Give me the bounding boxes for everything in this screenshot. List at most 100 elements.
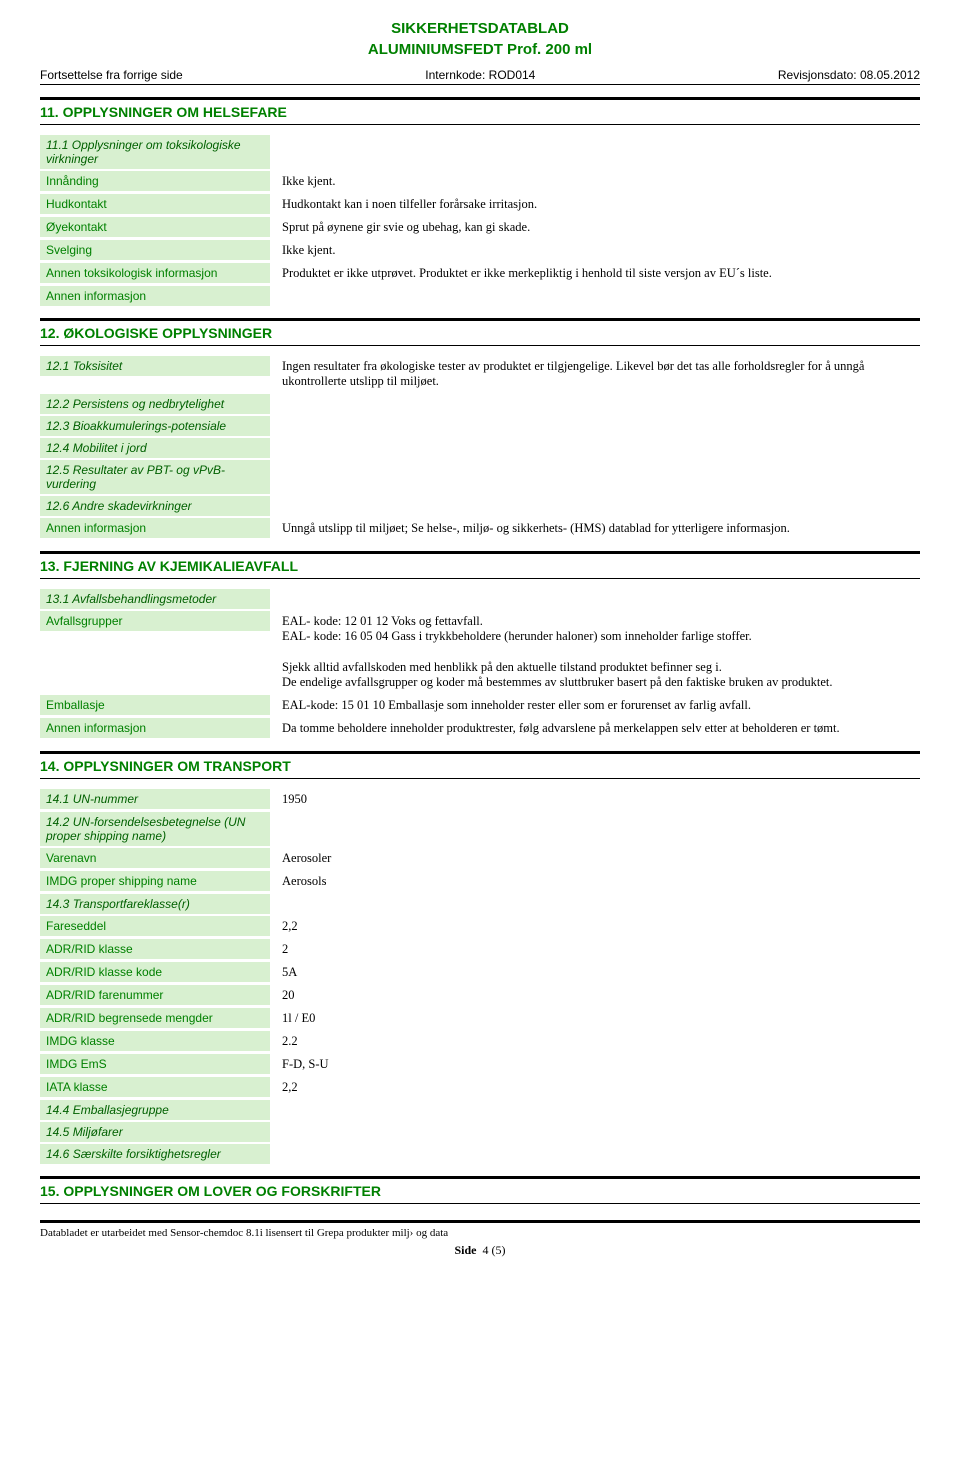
section-14-label: ADR/RID klasse [40, 939, 270, 959]
section-14-row: 14.3 Transportfareklasse(r) [40, 894, 920, 914]
section-11-row: InnåndingIkke kjent. [40, 171, 920, 192]
section-13-rows1: 13.1 AvfallsbehandlingsmetoderAvfallsgru… [40, 589, 920, 647]
section-11-row: ØyekontaktSprut på øynene gir svie og ub… [40, 217, 920, 238]
section-14-value: F-D, S-U [270, 1054, 920, 1075]
section-12-label: 12.4 Mobilitet i jord [40, 438, 270, 458]
section-12-row: 12.3 Bioakkumulerings-potensiale [40, 416, 920, 436]
section-14-row: ADR/RID begrensede mengder1l / E0 [40, 1008, 920, 1029]
section-14-value: 2,2 [270, 1077, 920, 1098]
section-14-row: 14.6 Særskilte forsiktighetsregler [40, 1144, 920, 1164]
section-14-row: ADR/RID farenummer20 [40, 985, 920, 1006]
section-12-label: 12.3 Bioakkumulerings-potensiale [40, 416, 270, 436]
section-11-row: Annen informasjon [40, 286, 920, 306]
section-14-row: 14.2 UN-forsendelsesbetegnelse (UN prope… [40, 812, 920, 846]
section-14-label: 14.3 Transportfareklasse(r) [40, 894, 270, 914]
section-14-value [270, 1144, 920, 1150]
section-11-value: Hudkontakt kan i noen tilfeller forårsak… [270, 194, 920, 215]
section-14-value: 5A [270, 962, 920, 983]
section-12-row: 12.2 Persistens og nedbrytelighet [40, 394, 920, 414]
section-11-value: Ikke kjent. [270, 240, 920, 261]
section-14-value [270, 812, 920, 818]
internkode-value: ROD014 [489, 68, 536, 82]
revdate-label: Revisjonsdato: [778, 68, 857, 82]
section-12-value [270, 496, 920, 502]
section-13-row: 13.1 Avfallsbehandlingsmetoder [40, 589, 920, 609]
section-14-label: ADR/RID farenummer [40, 985, 270, 1005]
section-15-title: 15. OPPLYSNINGER OM LOVER OG FORSKRIFTER [40, 1183, 381, 1199]
continuation-text: Fortsettelse fra forrige side [40, 68, 183, 82]
section-13-label: Avfallsgrupper [40, 611, 270, 631]
doc-title: SIKKERHETSDATABLAD [40, 20, 920, 37]
section-12-label: 12.6 Andre skadevirkninger [40, 496, 270, 516]
section-11-value: Ikke kjent. [270, 171, 920, 192]
section-13-mid-text: Sjekk alltid avfallskoden med henblikk p… [270, 657, 920, 693]
section-14-label: 14.5 Miljøfarer [40, 1122, 270, 1142]
section-13-title: 13. FJERNING AV KJEMIKALIEAVFALL [40, 558, 298, 574]
section-13-value: Da tomme beholdere inneholder produktres… [270, 718, 920, 739]
page-label: Side [454, 1243, 476, 1257]
section-14-label: ADR/RID begrensede mengder [40, 1008, 270, 1028]
section-13-value: EAL- kode: 12 01 12 Voks og fettavfall. … [270, 611, 920, 647]
section-11-row: HudkontaktHudkontakt kan i noen tilfelle… [40, 194, 920, 215]
section-14-row: 14.1 UN-nummer1950 [40, 789, 920, 810]
section-14-title: 14. OPPLYSNINGER OM TRANSPORT [40, 758, 291, 774]
section-14-label: IMDG klasse [40, 1031, 270, 1051]
section-12-row: 12.1 ToksisitetIngen resultater fra økol… [40, 356, 920, 392]
section-12-bar: 12. ØKOLOGISKE OPPLYSNINGER [40, 318, 920, 346]
section-14-value: 2 [270, 939, 920, 960]
section-14-row: IMDG klasse2.2 [40, 1031, 920, 1052]
section-14-label: IATA klasse [40, 1077, 270, 1097]
page-footer: Databladet er utarbeidet med Sensor-chem… [40, 1220, 920, 1258]
section-13-mid-spacer [40, 649, 270, 655]
section-12-label: Annen informasjon [40, 518, 270, 538]
section-14-row: 14.5 Miljøfarer [40, 1122, 920, 1142]
section-12-label: 12.1 Toksisitet [40, 356, 270, 376]
section-12-value [270, 394, 920, 400]
section-14-value: 1950 [270, 789, 920, 810]
section-11-row: Annen toksikologisk informasjonProduktet… [40, 263, 920, 284]
section-14-label: 14.1 UN-nummer [40, 789, 270, 809]
section-14-value: 1l / E0 [270, 1008, 920, 1029]
page-number: Side 4 (5) [40, 1243, 920, 1258]
section-11-label: 11.1 Opplysninger om toksikologiske virk… [40, 135, 270, 169]
section-12-value [270, 460, 920, 466]
section-11-label: Hudkontakt [40, 194, 270, 214]
section-14-row: IATA klasse2,2 [40, 1077, 920, 1098]
section-11-value [270, 135, 920, 141]
section-14-label: Fareseddel [40, 916, 270, 936]
section-11-label: Annen toksikologisk informasjon [40, 263, 270, 283]
section-12-row: 12.6 Andre skadevirkninger [40, 496, 920, 516]
section-12-label: 12.5 Resultater av PBT- og vPvB-vurderin… [40, 460, 270, 494]
header-rule [40, 84, 920, 85]
section-13-row: Annen informasjonDa tomme beholdere inne… [40, 718, 920, 739]
section-14-row: ADR/RID klasse kode5A [40, 962, 920, 983]
section-12-value [270, 438, 920, 444]
page-value: 4 (5) [483, 1243, 506, 1257]
section-13-label: Annen informasjon [40, 718, 270, 738]
section-13-bar: 13. FJERNING AV KJEMIKALIEAVFALL [40, 551, 920, 579]
section-13-label: 13.1 Avfallsbehandlingsmetoder [40, 589, 270, 609]
section-11-label: Annen informasjon [40, 286, 270, 306]
section-13-value: EAL-kode: 15 01 10 Emballasje som inneho… [270, 695, 920, 716]
revdate-value: 08.05.2012 [860, 68, 920, 82]
section-14-label: IMDG EmS [40, 1054, 270, 1074]
revisjonsdato: Revisjonsdato: 08.05.2012 [778, 68, 920, 82]
section-12-row: Annen informasjonUnngå utslipp til miljø… [40, 518, 920, 539]
section-14-row: IMDG EmSF-D, S-U [40, 1054, 920, 1075]
section-14-label: 14.6 Særskilte forsiktighetsregler [40, 1144, 270, 1164]
section-12-value: Unngå utslipp til miljøet; Se helse-, mi… [270, 518, 920, 539]
page-header-bar: Fortsettelse fra forrige side Internkode… [40, 68, 920, 82]
section-12-value [270, 416, 920, 422]
section-14-value [270, 894, 920, 900]
section-12-title: 12. ØKOLOGISKE OPPLYSNINGER [40, 325, 272, 341]
section-14-row: Fareseddel2,2 [40, 916, 920, 937]
section-11-label: Innånding [40, 171, 270, 191]
section-14-value [270, 1100, 920, 1106]
footer-text: Databladet er utarbeidet med Sensor-chem… [40, 1227, 448, 1239]
section-14-rows: 14.1 UN-nummer195014.2 UN-forsendelsesbe… [40, 789, 920, 1164]
section-14-label: Varenavn [40, 848, 270, 868]
section-13-row: EmballasjeEAL-kode: 15 01 10 Emballasje … [40, 695, 920, 716]
section-14-row: 14.4 Emballasjegruppe [40, 1100, 920, 1120]
section-14-value: 2.2 [270, 1031, 920, 1052]
section-11-rows: 11.1 Opplysninger om toksikologiske virk… [40, 135, 920, 306]
